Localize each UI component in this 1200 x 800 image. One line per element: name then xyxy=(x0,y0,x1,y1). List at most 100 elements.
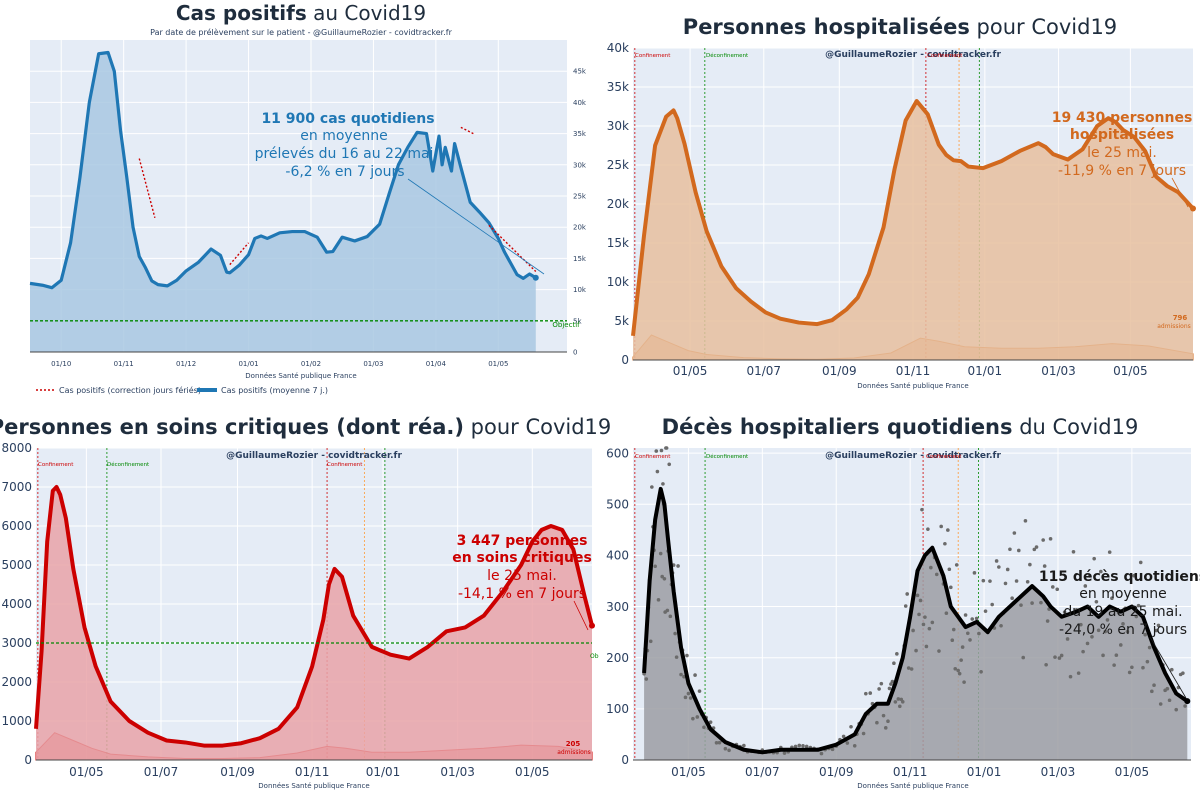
daily-death-dot xyxy=(1181,671,1185,675)
series-end-marker xyxy=(532,274,539,281)
daily-death-dot xyxy=(864,691,868,696)
cases-title: Cas positifs au Covid19 xyxy=(176,1,426,25)
daily-death-dot xyxy=(676,564,680,568)
daily-death-dot xyxy=(1167,698,1172,703)
daily-death-dot xyxy=(1023,519,1028,523)
daily-death-dot xyxy=(999,623,1003,628)
daily-death-dot xyxy=(1025,579,1030,584)
daily-death-dot xyxy=(686,691,691,696)
daily-death-dot xyxy=(714,741,719,745)
daily-death-dot xyxy=(950,638,955,643)
daily-death-dot xyxy=(951,627,956,632)
x-tick-label: 01/05 xyxy=(1113,364,1148,378)
hosp-annotation: 19 430 personnes hospitalisées le 25 mai… xyxy=(1052,110,1192,208)
daily-death-dot xyxy=(644,677,649,681)
daily-death-dot xyxy=(1010,596,1014,601)
y-tick-label: 30k xyxy=(607,119,629,133)
daily-death-dot xyxy=(1138,560,1143,565)
daily-death-dot xyxy=(962,680,966,684)
x-tick-label: 01/07 xyxy=(144,765,179,779)
daily-death-dot xyxy=(1055,587,1060,592)
daily-death-dot xyxy=(653,564,657,569)
daily-death-dot xyxy=(895,652,899,656)
daily-death-dot xyxy=(1042,564,1047,568)
deaths-annotation-line2: en moyenne xyxy=(1079,586,1166,602)
daily-death-dot xyxy=(830,747,835,752)
daily-death-dot xyxy=(903,604,908,608)
y-tick-label: 45k xyxy=(573,68,587,76)
daily-death-dot xyxy=(939,524,943,529)
daily-death-dot xyxy=(668,614,673,619)
daily-death-dot xyxy=(1134,614,1139,619)
daily-death-dot xyxy=(1156,623,1161,628)
daily-death-dot xyxy=(708,720,713,724)
daily-death-dot xyxy=(673,631,677,636)
y-tick-label: 600 xyxy=(606,446,629,460)
correction-segment xyxy=(229,242,250,266)
hosp-confinement-label-2: Confinement xyxy=(927,53,963,59)
hosp-annotation-line2: hospitalisées xyxy=(1070,127,1174,143)
daily-death-dot xyxy=(877,687,881,691)
series-end-marker xyxy=(1190,205,1196,212)
daily-death-dot xyxy=(662,576,667,581)
x-tick-label: 01/05 xyxy=(1115,765,1150,779)
deaths-annotation-line1: 115 décès quotidiens xyxy=(1039,569,1200,585)
daily-death-dot xyxy=(900,700,905,704)
y-tick-label: 2000 xyxy=(1,675,32,689)
series-end-marker xyxy=(1184,698,1191,705)
daily-death-dot xyxy=(1005,567,1010,572)
cases-title-rest: au Covid19 xyxy=(307,1,426,25)
y-tick-label: 30k xyxy=(573,161,587,169)
daily-death-dot xyxy=(674,655,679,659)
daily-death-dot xyxy=(1039,600,1043,605)
x-tick-label: 01/04 xyxy=(426,360,447,368)
daily-death-dot xyxy=(879,681,884,686)
daily-death-dot xyxy=(915,593,920,598)
daily-death-dot xyxy=(650,485,654,489)
series-end-marker xyxy=(589,622,595,629)
y-tick-label: 40k xyxy=(607,41,629,55)
daily-death-dot xyxy=(918,598,923,603)
daily-death-dot xyxy=(1030,601,1034,605)
y-tick-label: 40k xyxy=(573,99,587,107)
daily-death-dot xyxy=(1068,674,1073,679)
y-tick-label: 4000 xyxy=(1,597,32,611)
x-tick-label: 01/09 xyxy=(819,765,854,779)
hosp-deconfinement-label: Déconfinement xyxy=(706,52,749,59)
daily-death-dot xyxy=(1183,704,1187,708)
daily-death-dot xyxy=(659,448,664,453)
deaths-annotation-arrow xyxy=(1149,636,1187,699)
rea-deconfinement-label: Déconfinement xyxy=(107,461,150,468)
daily-death-dot xyxy=(930,620,935,625)
daily-death-dot xyxy=(1059,653,1064,658)
daily-death-dot xyxy=(727,748,731,753)
rea-admissions-value: 205 xyxy=(566,740,581,748)
rea-annotation: 3 447 personnes en soins critiques le 25… xyxy=(452,533,592,631)
daily-death-dot xyxy=(927,626,932,631)
hosp-title: Personnes hospitalisées pour Covid19 xyxy=(683,15,1117,39)
cases-source: Données Santé publique France xyxy=(245,372,356,380)
deaths-confinement-label-2: Confinement xyxy=(926,454,962,460)
y-tick-label: 3000 xyxy=(1,636,32,650)
daily-death-dot xyxy=(1141,665,1145,670)
daily-death-dot xyxy=(959,658,963,662)
daily-death-dot xyxy=(648,639,653,644)
x-tick-label: 01/01 xyxy=(968,364,1003,378)
y-tick-label: 0 xyxy=(621,753,629,767)
daily-death-dot xyxy=(892,661,896,666)
series-line xyxy=(631,99,1195,337)
daily-death-dot xyxy=(797,743,802,748)
y-tick-label: 8000 xyxy=(1,441,32,455)
daily-death-dot xyxy=(1130,665,1134,670)
rea-annotation-line3: le 25 mai. xyxy=(487,568,557,584)
daily-death-dot xyxy=(1076,671,1081,675)
daily-death-dot xyxy=(1103,629,1108,634)
deaths-title-rest: du Covid19 xyxy=(1013,415,1139,439)
daily-death-dot xyxy=(898,704,902,709)
daily-death-dot xyxy=(679,672,683,677)
legend-solid-label: Cas positifs (moyenne 7 j.) xyxy=(221,386,328,395)
panel-deces: Décès hospitaliers quotidiens du Covid19… xyxy=(606,415,1200,790)
rea-confinement-label-1: Confinement xyxy=(38,462,74,468)
cases-annotation: 11 900 cas quotidiens en moyenne prélevé… xyxy=(255,111,545,275)
